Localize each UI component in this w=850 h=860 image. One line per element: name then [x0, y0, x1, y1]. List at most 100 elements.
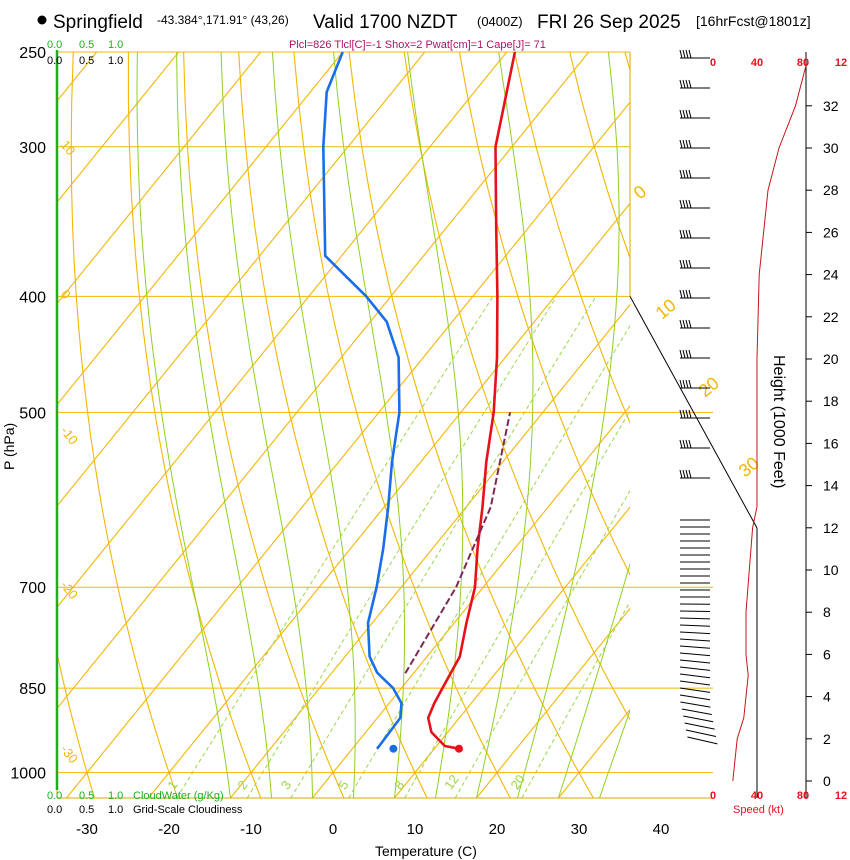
moist-adiabat-line [176, 52, 272, 798]
cloudiness-top-tick: 0.5 [79, 55, 94, 67]
dry-adiabat-line [680, 52, 850, 798]
height-tick-label: 8 [823, 604, 831, 620]
wind-barb [679, 631, 711, 635]
panel-divider-line [629, 296, 758, 529]
dry-adiabat-line [735, 52, 850, 798]
isotherm-line [57, 52, 508, 609]
wind-barb [681, 708, 712, 715]
forecast-info: [16hrFcst@1801z] [696, 13, 811, 29]
wind-barb [679, 229, 710, 239]
surface-dewpoint-marker [389, 744, 398, 753]
isotherm-label: 10 [652, 295, 680, 323]
dry-adiabat-line [348, 52, 594, 798]
speed-tick-label: 80 [797, 790, 809, 802]
wind-barb [679, 109, 710, 119]
height-tick-label: 6 [823, 646, 831, 662]
mixing-ratio-line [404, 409, 630, 798]
cloud-bottom-tick: 0.5 [79, 790, 94, 802]
cloudiness-tick: 1.0 [108, 804, 123, 816]
cloudiness-tick: 0.0 [47, 804, 62, 816]
moist-adiabat-line [476, 52, 534, 798]
pressure-tick-label: 700 [19, 580, 46, 597]
wind-speed-line [732, 63, 807, 782]
moist-adiabat-line [641, 52, 850, 798]
height-tick-label: 20 [823, 351, 839, 367]
speed-tick-label: 40 [751, 57, 763, 69]
speed-axis-title: Speed (kt) [733, 804, 784, 816]
mixing-ratio-line [290, 296, 597, 798]
mixing-ratio-line [348, 324, 630, 798]
wind-barb [679, 680, 711, 686]
temperature-line [426, 52, 517, 750]
dewpoint-line [321, 52, 403, 750]
cloud-bottom-tick: 1.0 [108, 790, 123, 802]
isotherm-line [148, 202, 630, 798]
surface-temperature-marker [454, 744, 463, 753]
height-tick-label: 22 [823, 309, 839, 325]
wind-barb [679, 169, 710, 179]
wind-barb [687, 736, 718, 745]
wind-barb [679, 439, 710, 449]
temperature-tick-label: 30 [571, 821, 588, 838]
mixing-ratio-label: 8 [391, 778, 407, 793]
mixing-ratio-label: 3 [278, 778, 294, 793]
wind-barb [679, 319, 710, 329]
dry-adiabat-line [458, 52, 630, 576]
cloudiness-label: Grid-Scale Cloudiness [133, 804, 243, 816]
wind-barb [679, 379, 710, 389]
temperature-tick-label: 40 [653, 821, 670, 838]
cloudiness-top-tick: 1.0 [108, 55, 123, 67]
mixing-ratio-line [176, 296, 494, 798]
wind-barb [679, 673, 711, 679]
dry-adiabat-line [624, 52, 630, 73]
wind-barb [679, 199, 710, 209]
x-axis-title: Temperature (C) [375, 843, 477, 859]
speed-tick-label: 12 [835, 57, 847, 69]
wind-barb [679, 139, 710, 149]
isotherm-line [312, 405, 630, 798]
speed-tick-label: 12 [835, 790, 847, 802]
temperature-tick-label: -10 [240, 821, 262, 838]
cloud-top-tick: 0.5 [79, 39, 94, 51]
left-isotherm-label: 10 [58, 137, 79, 158]
height-tick-label: 0 [823, 773, 831, 789]
parcel-line [404, 412, 512, 674]
wind-barb [685, 729, 717, 737]
wind-barb [679, 645, 711, 649]
height-tick-label: 32 [823, 98, 839, 114]
wind-barb [679, 638, 711, 642]
pressure-tick-label: 300 [19, 140, 46, 157]
cloud-bottom-tick: 0.0 [47, 790, 62, 802]
mixing-ratio-line [246, 296, 558, 798]
isotherm-line [57, 52, 344, 406]
height-tick-label: 16 [823, 435, 839, 451]
dry-adiabat-line [790, 52, 850, 798]
dry-adiabat-line [57, 650, 96, 798]
pressure-tick-label: 250 [19, 45, 46, 62]
wind-barb [679, 687, 711, 693]
height-tick-label: 24 [823, 267, 839, 283]
wind-barb [679, 49, 710, 59]
dry-adiabat-line [70, 52, 179, 798]
isotherm-line [394, 506, 630, 798]
isotherm-line [57, 52, 262, 305]
height-tick-label: 2 [823, 731, 831, 747]
cloud-top-tick: 1.0 [108, 39, 123, 51]
station-coords: -43.384°,171.91° (43,26) [157, 13, 289, 27]
height-tick-label: 4 [823, 689, 831, 705]
wind-barb [679, 409, 710, 419]
mixing-ratio-line [454, 489, 630, 798]
pressure-tick-label: 850 [19, 681, 46, 698]
moist-adiabat-line [272, 52, 356, 798]
mixing-ratio-label: 5 [335, 778, 351, 793]
cloudiness-top-tick: 0.0 [47, 55, 62, 67]
speed-tick-label: 0 [710, 790, 716, 802]
mixing-ratio-line [521, 600, 630, 798]
wind-barb [679, 349, 710, 359]
speed-tick-label: 40 [751, 790, 763, 802]
cloud-bottom-scale: 0.0 0.5 1.0 CloudWater (g/Kg) 0.0 0.5 1.… [47, 790, 243, 816]
temperature-tick-label: -20 [158, 821, 180, 838]
moist-adiabat-line [220, 52, 313, 798]
moist-adiabat-line [558, 562, 630, 798]
dry-adiabat-line [238, 52, 428, 798]
